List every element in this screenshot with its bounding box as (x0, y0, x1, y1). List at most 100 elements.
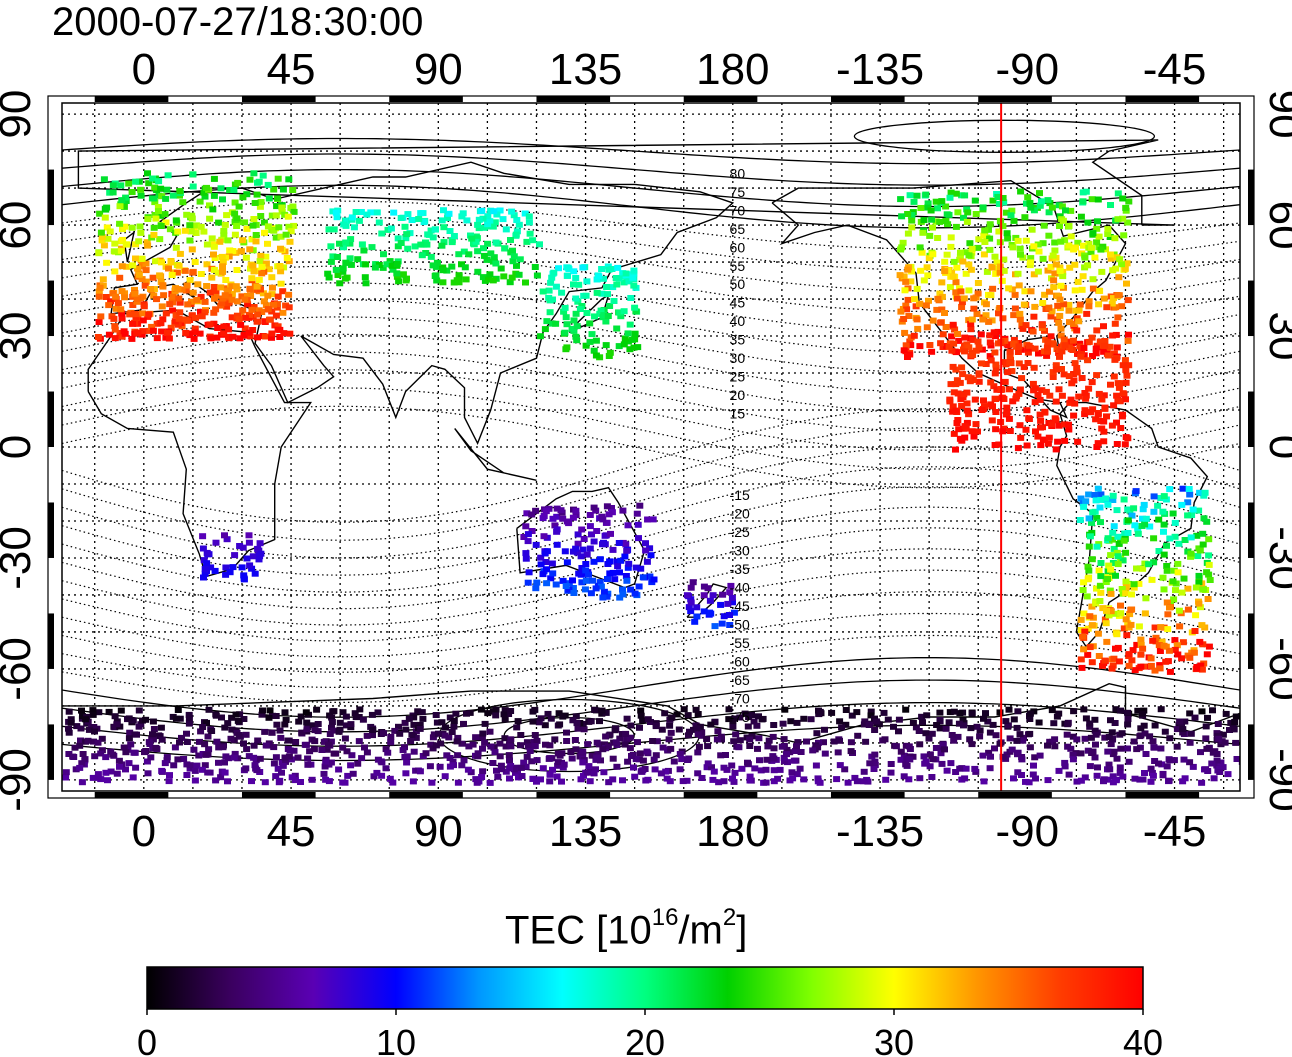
tec-cell (979, 316, 987, 323)
tec-cell (172, 312, 180, 319)
tec-cell (325, 226, 333, 233)
tec-cell (67, 719, 75, 726)
tec-cell (1029, 380, 1037, 387)
tec-cell (106, 228, 114, 235)
tec-cell (1202, 766, 1210, 773)
tec-cell (1209, 707, 1216, 714)
tec-cell (706, 597, 714, 604)
tec-cell (1199, 530, 1207, 537)
tec-cell (97, 750, 105, 757)
tec-cell (268, 274, 276, 281)
tec-cell (1010, 217, 1018, 224)
tec-cell (598, 266, 606, 272)
tec-cell (588, 331, 596, 338)
tec-cell (241, 219, 249, 226)
tec-cell (185, 715, 193, 722)
tec-cell (968, 316, 976, 323)
tec-cell (253, 283, 261, 290)
tec-cell (189, 289, 197, 296)
tec-cell (410, 721, 418, 728)
tec-cell (169, 307, 176, 314)
axis-bar-left (48, 502, 54, 558)
tec-cell (254, 311, 262, 318)
tec-cell (229, 333, 237, 340)
tec-cell (272, 212, 280, 219)
tec-cell (131, 731, 139, 738)
tec-cell (596, 556, 604, 563)
tec-cell (1186, 491, 1194, 498)
tec-cell (1085, 515, 1093, 522)
tec-cell (999, 315, 1007, 322)
contour-label: -50 (730, 617, 750, 633)
tec-cell (1077, 750, 1085, 757)
tec-cell (928, 348, 936, 355)
tec-cell (952, 381, 960, 388)
tec-cell (354, 256, 362, 263)
tec-cell (717, 752, 725, 759)
tec-cell (1026, 744, 1034, 751)
tec-cell (211, 295, 218, 302)
tec-cell (905, 776, 913, 783)
tec-cell (191, 329, 199, 336)
tec-cell (513, 724, 521, 731)
tec-cell (431, 226, 439, 233)
tec-cell (954, 733, 962, 740)
tec-cell (586, 545, 594, 552)
tec-cell (225, 326, 233, 333)
tec-cell (387, 733, 395, 740)
tec-cell (220, 323, 228, 330)
tec-cell (1107, 381, 1114, 388)
tec-cell (797, 749, 805, 755)
tec-cell (1157, 706, 1165, 713)
tec-cell (792, 748, 800, 754)
tec-cell (1137, 636, 1145, 643)
tec-cell (1137, 725, 1145, 732)
tec-cell (529, 237, 537, 244)
tec-cell (901, 287, 909, 294)
tec-cell (1055, 386, 1063, 393)
tec-cell (450, 723, 458, 730)
tec-cell (781, 706, 789, 713)
tec-cell (1178, 722, 1185, 728)
tec-cell (961, 192, 969, 199)
tec-cell (1198, 779, 1206, 786)
tec-cell (375, 262, 383, 268)
tec-cell (1035, 248, 1043, 255)
tec-cell (282, 302, 290, 309)
tec-cell (724, 600, 732, 607)
tec-cell (1032, 775, 1039, 782)
tec-cell (934, 205, 941, 212)
tec-cell (1160, 521, 1168, 528)
tec-cell (445, 210, 453, 217)
tec-cell (287, 228, 295, 235)
tec-cell (507, 708, 515, 714)
tec-cell (182, 329, 190, 336)
tec-cell (1067, 396, 1075, 403)
tec-cell (1118, 586, 1126, 592)
contour-line (62, 657, 1240, 718)
tec-cell (285, 737, 293, 744)
tec-cell (1010, 341, 1018, 347)
tec-cell (239, 307, 247, 314)
tec-cell (658, 726, 666, 733)
tec-cell (756, 757, 763, 764)
tec-cell (427, 227, 435, 234)
tec-cell (162, 195, 170, 202)
tec-cell (115, 757, 123, 764)
tec-cell (198, 766, 206, 773)
tec-cell (1021, 214, 1029, 221)
tec-cell (789, 775, 797, 782)
tec-cell (458, 762, 466, 769)
tec-cell (949, 273, 957, 280)
tec-cell (687, 596, 695, 603)
tec-cell (1155, 516, 1163, 523)
tec-cell (240, 740, 247, 747)
lon-tick-label-bottom: 45 (267, 807, 316, 856)
tec-cell (1010, 775, 1017, 782)
tec-cell (1061, 759, 1069, 766)
tec-cell (1123, 372, 1131, 379)
tec-cell (1204, 714, 1211, 721)
tec-cell (1017, 188, 1025, 195)
tec-cell (972, 347, 980, 354)
tec-cell (200, 574, 207, 581)
